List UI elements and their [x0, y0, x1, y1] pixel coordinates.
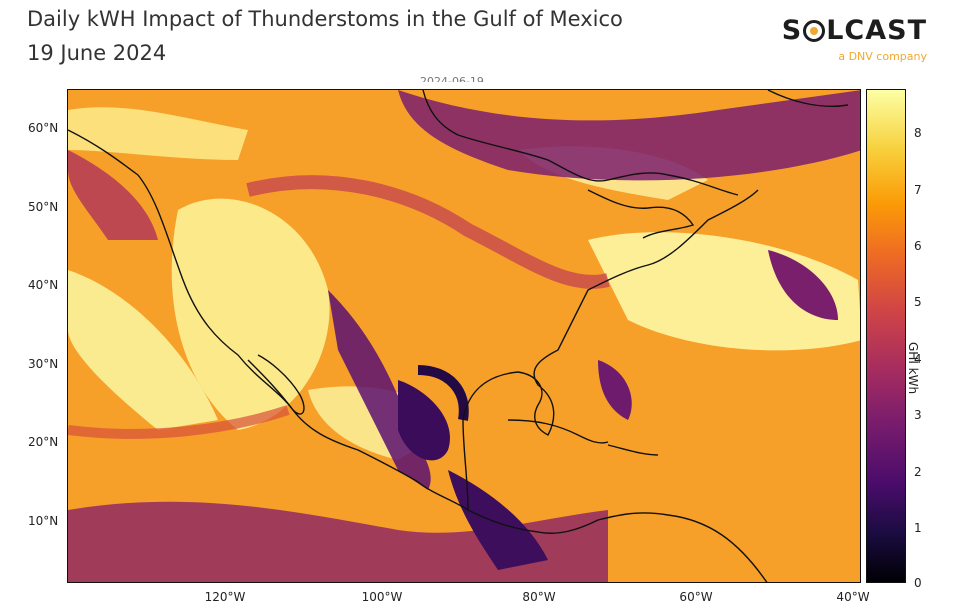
- brand-tagline: a DNV company: [838, 50, 927, 63]
- lon-label-40w: 40°W: [836, 590, 870, 604]
- colorbar-tick-7: 7: [914, 183, 922, 197]
- lon-label-60w: 60°W: [679, 590, 713, 604]
- lat-label-30n: 30°N: [28, 357, 59, 371]
- colorbar-tick-8: 8: [914, 126, 922, 140]
- chart-subtitle: 19 June 2024: [27, 41, 167, 65]
- brand-logo: S LCAST a DNV company: [782, 14, 927, 63]
- lon-label-120w: 120°W: [204, 590, 246, 604]
- lat-label-60n: 60°N: [28, 121, 59, 135]
- colorbar-tick-1: 1: [914, 521, 922, 535]
- lat-label-50n: 50°N: [28, 200, 59, 214]
- lat-label-40n: 40°N: [28, 278, 59, 292]
- irradiance-map: [67, 89, 861, 583]
- colorbar-tick-3: 3: [914, 408, 922, 422]
- lat-label-10n: 10°N: [28, 514, 59, 528]
- map-date-label: 2024-06-19: [420, 75, 484, 82]
- colorbar-tick-2: 2: [914, 465, 922, 479]
- colorbar-tick-6: 6: [914, 239, 922, 253]
- lon-label-100w: 100°W: [361, 590, 403, 604]
- sun-logo-icon: [803, 20, 826, 42]
- colorbar: [866, 89, 906, 583]
- colorbar-tick-4: 4: [914, 352, 922, 366]
- colorbar-label: GHI kWh: [906, 342, 920, 395]
- lon-label-80w: 80°W: [522, 590, 556, 604]
- map-svg: [68, 90, 860, 582]
- colorbar-tick-0: 0: [914, 576, 922, 590]
- colorbar-tick-5: 5: [914, 295, 922, 309]
- lat-label-20n: 20°N: [28, 435, 59, 449]
- chart-title: Daily kWH Impact of Thunderstoms in the …: [27, 7, 623, 31]
- brand-wordmark: S LCAST: [781, 15, 927, 46]
